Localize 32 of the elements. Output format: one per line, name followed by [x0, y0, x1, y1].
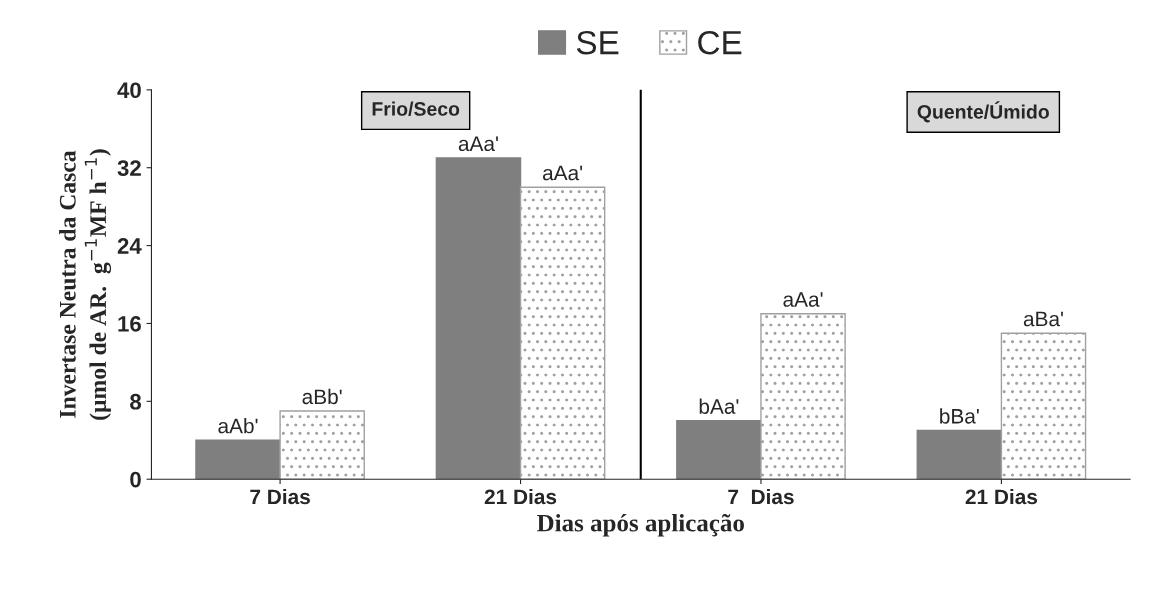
y-tick-label: 16 [118, 315, 141, 332]
data-label: aAb' [218, 418, 258, 434]
data-label: aBa' [1023, 311, 1063, 327]
data-label: aBb' [302, 388, 342, 405]
y-tick-label: 32 [117, 160, 141, 177]
x-tick-label: 21 Dias [484, 488, 557, 505]
y-tick-label: 40 [117, 82, 141, 99]
data-label: aAa' [542, 165, 583, 181]
y-tick-label: 0 [130, 471, 141, 488]
bar [519, 186, 606, 480]
legend-label: CE [698, 30, 742, 55]
bar [435, 157, 522, 480]
data-label: bAa' [699, 398, 739, 414]
x-tick-label: 21 Dias [965, 488, 1038, 505]
data-label: aAa' [458, 136, 498, 152]
annotation: Quente/Úmido [917, 101, 1049, 123]
x-tick-label: 7 Dias [250, 488, 310, 505]
annotation: Frio/Seco [372, 101, 460, 117]
bar [916, 429, 1003, 480]
bar [1000, 332, 1087, 480]
x-axis-title: Dias após aplicação [537, 513, 744, 537]
bar [760, 313, 846, 480]
bar [676, 420, 762, 480]
data-label: bBa' [940, 408, 979, 424]
y-tick-label: 8 [130, 393, 142, 410]
bar [279, 410, 365, 480]
y-axis-title: Invertase Neutra da Casca (µmol de AR. g$^{−1}$MF h$^{−1}$) [59, 149, 112, 420]
legend-label: SE [576, 30, 619, 55]
bar [195, 439, 281, 480]
y-tick-label: 24 [117, 238, 142, 254]
x-tick-label: 7 Dias [728, 488, 794, 505]
data-label: aAa' [783, 292, 823, 307]
